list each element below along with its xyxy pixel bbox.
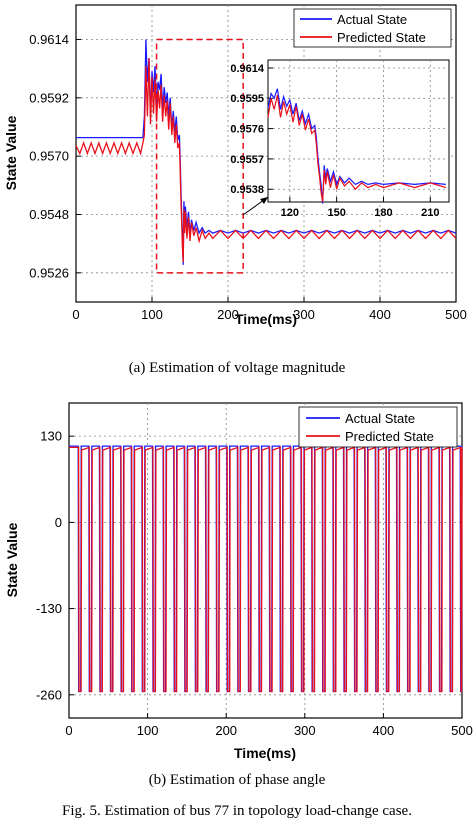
legend-box bbox=[293, 8, 452, 48]
y-tick-label: 0.9592 bbox=[29, 90, 69, 105]
y-tick-label: 0.9614 bbox=[29, 32, 69, 47]
chart-b: 0 100 200 300 400 500 -260 -130 0 130 Actual Sta… bbox=[4, 402, 473, 761]
x-tick-label: 210 bbox=[421, 207, 439, 219]
x-tick-label: 180 bbox=[374, 207, 392, 219]
x-tick-label: 150 bbox=[327, 207, 345, 219]
chart-a-series bbox=[75, 39, 457, 265]
x-tick-label: 0 bbox=[72, 307, 79, 322]
chart-b-caption: (b) Estimation of phase angle bbox=[148, 772, 326, 788]
y-tick-label: 0.9595 bbox=[230, 93, 264, 105]
x-tick-label: 200 bbox=[217, 307, 239, 322]
inset-y-ticks: 0.9538 0.9557 0.9576 0.9595 0.9614 bbox=[230, 63, 273, 196]
x-tick-label: 0 bbox=[65, 723, 72, 738]
y-tick-label: 0.9548 bbox=[29, 207, 69, 222]
y-tick-label: 130 bbox=[40, 429, 62, 444]
y-tick-label: 0 bbox=[55, 515, 62, 530]
chart-a-ylabel: State Value bbox=[3, 115, 19, 190]
legend-label-predicted: Predicted State bbox=[337, 30, 426, 45]
chart-a: 0 100 200 300 400 500 0.9526 0.9548 0.9570 0.959… bbox=[3, 4, 467, 327]
chart-a-inset: 120 150 180 210 0.95380.95570.95760.95950.9… bbox=[230, 59, 450, 219]
y-tick-label: -130 bbox=[36, 601, 62, 616]
figure-caption: Fig. 5. Estimation of bus 77 in topology… bbox=[62, 803, 412, 819]
chart-a-xlabel: Time(ms) bbox=[235, 311, 297, 327]
x-tick-label: 100 bbox=[137, 723, 159, 738]
y-tick-label: 0.9557 bbox=[230, 154, 264, 166]
y-tick-label: 0.9538 bbox=[230, 184, 264, 196]
legend-label-actual: Actual State bbox=[345, 411, 415, 426]
chart-a-y-ticks: 0.9526 0.9548 0.9570 0.9592 0.9614 bbox=[29, 32, 81, 280]
inset-grid bbox=[268, 60, 449, 202]
x-tick-label: 100 bbox=[141, 307, 163, 322]
x-tick-label: 500 bbox=[451, 723, 473, 738]
x-tick-label: 300 bbox=[294, 723, 316, 738]
y-tick-label: 0.9570 bbox=[29, 149, 69, 164]
chart-b-xlabel: Time(ms) bbox=[234, 745, 296, 761]
y-tick-label: 0.9526 bbox=[29, 265, 69, 280]
y-tick-label: 0.9576 bbox=[230, 123, 264, 135]
x-tick-label: 200 bbox=[215, 723, 237, 738]
legend-label-predicted: Predicted State bbox=[345, 429, 434, 444]
x-tick-label: 500 bbox=[445, 307, 467, 322]
chart-a-legend: Actual State Predicted State bbox=[293, 8, 452, 48]
chart-a-zoom-arrowhead bbox=[260, 197, 268, 204]
series-predicted-line bbox=[75, 57, 457, 263]
inset-series bbox=[267, 88, 447, 204]
inset-x-ticks: 120 150 180 210 bbox=[281, 197, 439, 219]
x-tick-label: 400 bbox=[369, 307, 391, 322]
x-tick-label: 120 bbox=[281, 207, 299, 219]
legend-box bbox=[298, 406, 458, 448]
y-tick-label: 0.9614 bbox=[230, 63, 265, 75]
chart-a-x-ticks: 0 100 200 300 400 500 bbox=[72, 297, 467, 322]
x-tick-label: 300 bbox=[293, 307, 315, 322]
series-predicted-line bbox=[69, 446, 463, 693]
chart-b-x-ticks: 0 100 200 300 400 500 bbox=[65, 713, 473, 738]
chart-b-y-ticks: -260 -130 0 130 bbox=[36, 429, 74, 702]
y-tick-label: -260 bbox=[36, 687, 62, 702]
inset-actual-line bbox=[267, 88, 446, 204]
inset-plot-area bbox=[267, 59, 450, 203]
chart-b-plot-area bbox=[68, 402, 463, 719]
x-tick-label: 400 bbox=[373, 723, 395, 738]
legend-label-actual: Actual State bbox=[337, 12, 407, 27]
chart-a-caption: (a) Estimation of voltage magnitude bbox=[128, 360, 346, 376]
chart-b-ylabel: State Value bbox=[4, 522, 20, 597]
chart-a-zoom-box bbox=[155, 38, 244, 274]
chart-b-legend: Actual State Predicted State bbox=[298, 406, 458, 448]
inset-predicted-line bbox=[267, 94, 447, 203]
chart-b-series bbox=[69, 445, 463, 693]
